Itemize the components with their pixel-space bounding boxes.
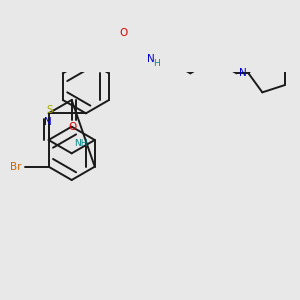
Text: Br: Br [10, 162, 21, 172]
Text: O: O [69, 122, 77, 132]
Text: H: H [154, 59, 160, 68]
Text: S: S [46, 105, 53, 115]
Text: N: N [239, 68, 247, 78]
Text: O: O [119, 28, 128, 38]
Text: N: N [147, 54, 154, 64]
Text: N: N [44, 117, 51, 127]
Text: NH: NH [74, 139, 87, 148]
